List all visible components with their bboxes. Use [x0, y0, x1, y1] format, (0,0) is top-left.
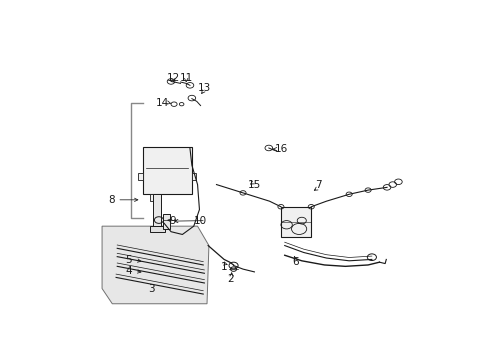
Text: 4: 4 — [125, 266, 132, 276]
Text: 11: 11 — [179, 73, 192, 83]
Text: 9: 9 — [169, 216, 176, 226]
Text: 5: 5 — [125, 255, 132, 265]
Bar — [150, 194, 159, 201]
Polygon shape — [102, 226, 208, 304]
Text: 8: 8 — [108, 195, 115, 205]
Bar — [142, 147, 191, 194]
Text: 15: 15 — [247, 180, 261, 190]
Text: 13: 13 — [197, 82, 210, 93]
Bar — [280, 207, 310, 237]
Text: 10: 10 — [194, 216, 207, 226]
Bar — [191, 173, 196, 180]
Text: 7: 7 — [314, 180, 321, 190]
Bar — [163, 214, 169, 229]
Text: 16: 16 — [275, 144, 288, 154]
Text: 1: 1 — [220, 262, 227, 272]
Text: 14: 14 — [156, 98, 169, 108]
Text: 3: 3 — [148, 284, 154, 293]
Text: 12: 12 — [166, 73, 180, 83]
Bar — [138, 173, 142, 180]
Bar — [153, 194, 161, 226]
Bar — [150, 226, 164, 232]
Text: 2: 2 — [227, 274, 233, 284]
Text: 6: 6 — [291, 257, 298, 267]
